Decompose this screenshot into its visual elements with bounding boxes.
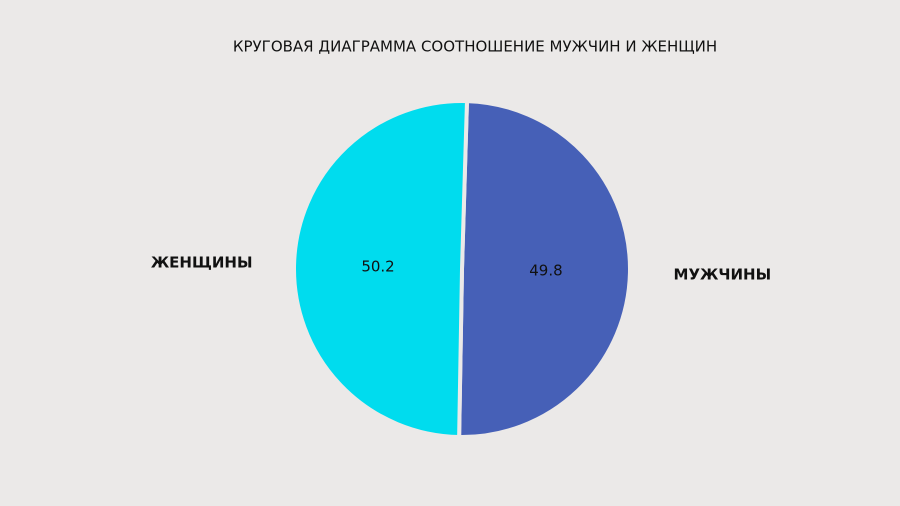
value-label: 50.2 — [361, 258, 394, 276]
category-label: МУЖЧИНЫ — [674, 266, 772, 284]
value-label: 49.8 — [529, 261, 562, 279]
pie-slice — [292, 99, 470, 440]
pie-slice — [457, 99, 632, 439]
chart-title: КРУГОВАЯ ДИАГРАММА СООТНОШЕНИЕ МУЖЧИН И … — [233, 38, 717, 56]
category-label: ЖЕНЩИНЫ — [151, 253, 253, 271]
